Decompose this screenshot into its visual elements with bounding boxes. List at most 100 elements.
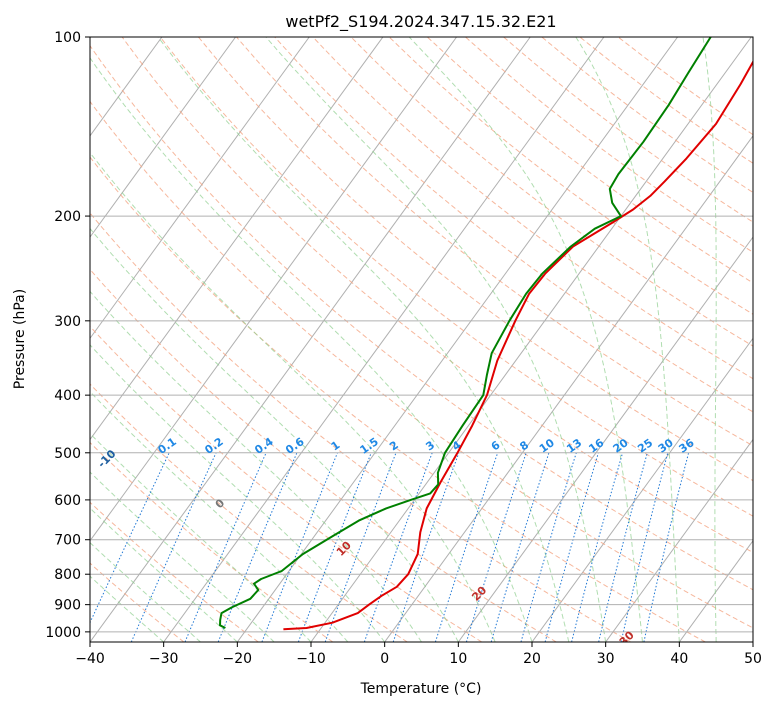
mixing-ratio-line bbox=[598, 452, 648, 642]
moist-adiabat-line bbox=[90, 290, 422, 642]
mixing-ratio-line bbox=[184, 452, 267, 642]
y-tick-label: 1000 bbox=[45, 625, 81, 641]
x-tick-label: −20 bbox=[223, 651, 253, 667]
dry-adiabat-line bbox=[90, 325, 483, 642]
mixing-ratio-line bbox=[363, 452, 433, 642]
x-tick-label: −10 bbox=[296, 651, 326, 667]
mixing-ratio-line bbox=[392, 452, 460, 642]
dry-adiabat-line bbox=[236, 37, 753, 447]
mixing-ratio-line bbox=[620, 452, 669, 642]
isotherm-line bbox=[605, 438, 753, 642]
mixing-ratio-line bbox=[297, 452, 372, 642]
dry-adiabat-line bbox=[90, 383, 408, 642]
dry-adiabat-line bbox=[465, 37, 753, 253]
mixing-ratio-line bbox=[261, 452, 338, 642]
isotherm-line bbox=[90, 37, 457, 542]
dry-adiabat-label: -10 bbox=[95, 447, 118, 470]
dry-adiabat-line bbox=[503, 37, 753, 223]
moist-adiabat-line bbox=[408, 37, 643, 642]
sounding-profiles bbox=[219, 37, 753, 631]
mixing-ratio-line bbox=[490, 452, 550, 642]
mixing-ratio-line bbox=[130, 452, 217, 642]
y-tick-label: 600 bbox=[54, 493, 81, 509]
moist-adiabat-line bbox=[90, 507, 238, 642]
x-axis-label: Temperature (°C) bbox=[360, 681, 482, 697]
chart-title: wetPf2_S194.2024.347.15.32.E21 bbox=[285, 12, 556, 32]
isotherm-line bbox=[90, 37, 236, 238]
moist-adiabat-line bbox=[265, 37, 607, 642]
dry-adiabat-line bbox=[426, 37, 753, 284]
dry-adiabat-line bbox=[541, 37, 753, 194]
dry-adiabat-line bbox=[90, 44, 753, 591]
moist-adiabat-line bbox=[90, 432, 312, 642]
y-tick-label: 700 bbox=[54, 533, 81, 549]
mixing-ratio-line bbox=[643, 452, 690, 642]
x-tick-label: 50 bbox=[744, 651, 762, 667]
moist-adiabat-line bbox=[90, 57, 533, 642]
isotherm-line bbox=[678, 539, 753, 642]
x-tick-label: 10 bbox=[449, 651, 467, 667]
isotherm-line bbox=[90, 37, 310, 340]
y-tick-label: 300 bbox=[54, 314, 81, 330]
dry-adiabat-line bbox=[90, 100, 753, 629]
mixing-ratio-line bbox=[217, 452, 298, 642]
isotherm-line bbox=[236, 37, 678, 642]
y-tick-label: 200 bbox=[54, 209, 81, 225]
temperature-profile bbox=[283, 59, 753, 631]
moist-adiabat-line bbox=[702, 37, 717, 642]
mixing-ratio-line bbox=[90, 452, 170, 624]
moist-adiabat-line bbox=[90, 541, 201, 642]
plot-frame bbox=[89, 36, 754, 643]
y-tick-label: 900 bbox=[54, 598, 81, 614]
isotherm-line bbox=[384, 134, 753, 642]
isotherm-line bbox=[310, 37, 752, 642]
x-tick-label: 30 bbox=[597, 651, 615, 667]
mixing-ratio-label: 8 bbox=[517, 438, 531, 453]
y-axis: 100 200 300 400 500 600 700 800 900 1000 bbox=[45, 30, 90, 641]
moist-adiabat-line bbox=[90, 227, 459, 642]
mixing-ratio-label: 2 bbox=[387, 438, 401, 453]
dewpoint-profile bbox=[219, 37, 712, 629]
dry-adiabat-line bbox=[312, 37, 753, 380]
mixing-ratio-label: 6 bbox=[489, 438, 503, 453]
isotherm-line bbox=[752, 641, 753, 642]
moist-adiabat-line bbox=[90, 344, 386, 642]
dry-adiabat-line bbox=[90, 501, 259, 642]
mixing-ratio-label: 0.6 bbox=[283, 435, 307, 457]
mixing-ratio-line bbox=[324, 452, 397, 642]
mixing-ratio-label: 1.5 bbox=[358, 435, 381, 457]
isotherm-line bbox=[531, 337, 753, 642]
dry-adiabat-line bbox=[90, 156, 706, 642]
dry-adiabat-label: 20 bbox=[469, 583, 489, 603]
x-tick-label: 40 bbox=[670, 651, 688, 667]
background-reference-lines bbox=[90, 37, 753, 642]
dry-adiabat-label: -20 bbox=[0, 402, 16, 425]
mixing-ratio-label: 0.4 bbox=[252, 435, 276, 457]
dry-adiabat-line bbox=[90, 441, 334, 642]
dry-adiabat-line bbox=[274, 37, 753, 413]
dry-adiabat-label: 10 bbox=[334, 538, 354, 558]
x-tick-label: −30 bbox=[149, 651, 179, 667]
moist-adiabat-line bbox=[157, 37, 570, 642]
mixing-ratio-line bbox=[571, 452, 624, 642]
dry-adiabat-line bbox=[159, 37, 753, 517]
mixing-ratio-line bbox=[520, 452, 577, 642]
dry-adiabat-line bbox=[121, 37, 753, 554]
dry-adiabat-line bbox=[617, 37, 753, 136]
mixing-ratio-line bbox=[434, 452, 499, 642]
y-tick-label: 800 bbox=[54, 567, 81, 583]
moist-adiabat-line bbox=[90, 390, 349, 642]
x-axis: −40 −30 −20 −10 0 10 20 30 40 50 bbox=[75, 642, 762, 667]
mixing-ratio-line bbox=[465, 452, 527, 642]
moist-adiabat-line bbox=[575, 37, 680, 642]
dry-adiabat-line bbox=[90, 562, 185, 642]
y-tick-label: 400 bbox=[54, 388, 81, 404]
dry-adiabat-line bbox=[90, 268, 557, 642]
x-tick-label: −40 bbox=[75, 651, 105, 667]
isotherm-line bbox=[90, 37, 531, 642]
mixing-ratio-label: 3 bbox=[423, 438, 437, 453]
x-tick-label: 0 bbox=[380, 651, 389, 667]
y-tick-label: 100 bbox=[54, 30, 81, 46]
isotherm-line bbox=[163, 37, 605, 642]
